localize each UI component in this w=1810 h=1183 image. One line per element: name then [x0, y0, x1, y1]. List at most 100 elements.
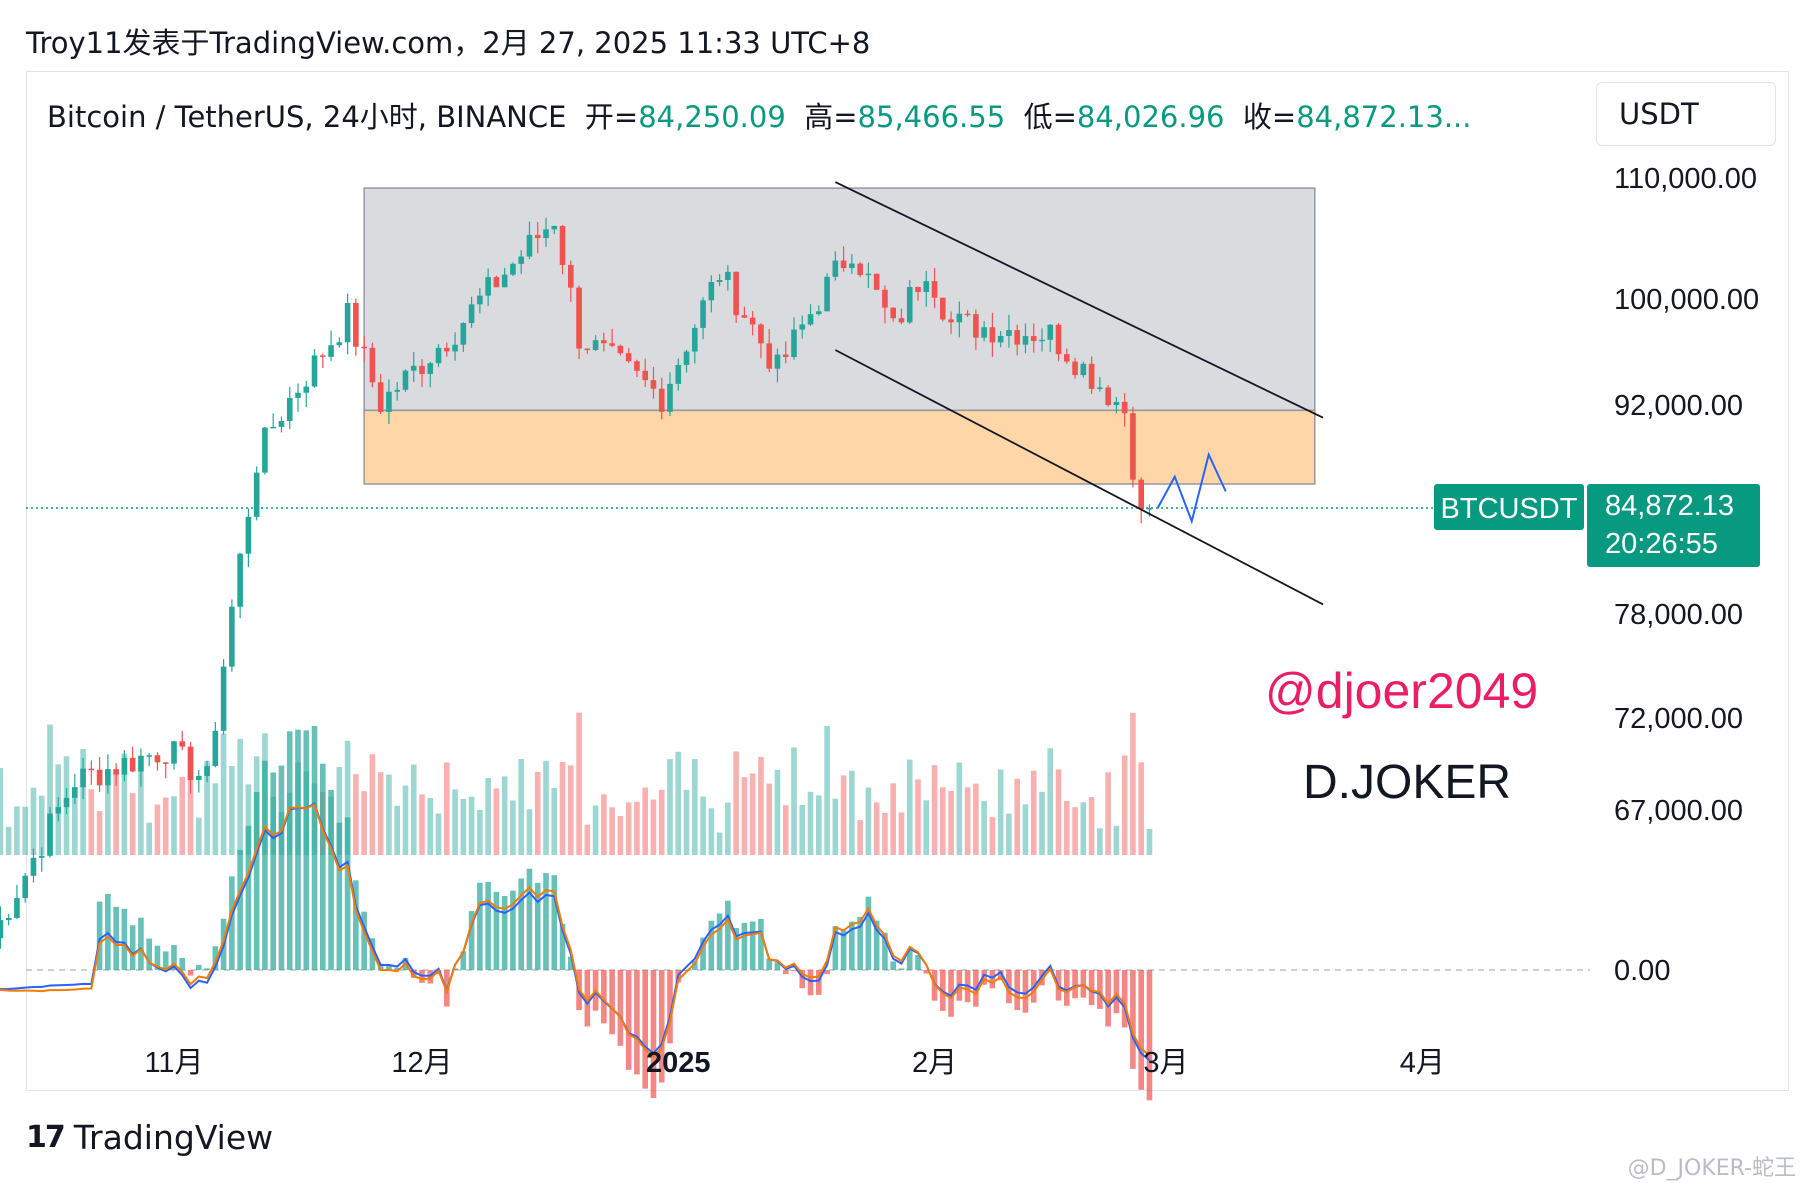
volume-bar [1080, 802, 1087, 855]
price-tag-value: 84,872.13 [1605, 490, 1734, 522]
macd-histogram-bar [807, 970, 814, 996]
volume-bar [154, 804, 161, 855]
volume-bar [129, 793, 136, 855]
low-value: 84,026.96 [1076, 100, 1225, 134]
volume-bar [865, 787, 872, 855]
candle-body [807, 314, 814, 325]
volume-bar [88, 789, 95, 855]
volume-bar [973, 783, 979, 855]
candle-body [344, 302, 351, 343]
candle-body [667, 383, 673, 412]
volume-bar [964, 787, 971, 855]
candle-body [791, 329, 797, 358]
high-label: 高= [804, 100, 858, 134]
candle-body [857, 263, 863, 276]
open-label: 开= [584, 100, 639, 134]
macd-histogram-bar [625, 970, 632, 1070]
candle-body [1055, 324, 1062, 355]
candle-body [229, 606, 235, 667]
candle-body [840, 260, 847, 269]
macd-histogram-bar [212, 946, 219, 970]
volume-bar [873, 802, 880, 855]
volume-bar [229, 766, 235, 855]
symbol-tag-label: BTCUSDT [1441, 493, 1578, 525]
volume-bar [386, 774, 392, 855]
symbol-label[interactable]: Bitcoin / TetherUS, 24小时, BINANCE [47, 100, 567, 134]
candle-body [129, 757, 136, 772]
candle-body [741, 315, 748, 318]
macd-histogram-bar [394, 967, 400, 970]
candle-body [559, 225, 566, 265]
macd-histogram-bar [262, 760, 268, 970]
macd-histogram-bar [410, 970, 417, 978]
macd-histogram-bar [187, 970, 194, 976]
volume-bar [1014, 778, 1020, 855]
volume-bar [138, 770, 144, 855]
candle-body [30, 857, 37, 876]
candle-body [410, 365, 417, 371]
macd-histogram-bar [253, 792, 260, 970]
currency-unit-button[interactable]: USDT [1596, 82, 1776, 146]
candle-body [1006, 330, 1012, 336]
tradingview-logo[interactable]: 17 TradingView [26, 1118, 273, 1157]
macd-histogram-bar [832, 926, 839, 970]
macd-histogram-bar [758, 918, 764, 970]
candle-body [716, 279, 723, 282]
candle-body [1105, 387, 1111, 406]
candle-body [592, 340, 599, 351]
macd-histogram-bar [154, 945, 161, 970]
volume-bar [824, 725, 830, 855]
macd-histogram-bar [1088, 970, 1095, 1006]
volume-bar [493, 788, 500, 855]
macd-histogram-bar [286, 731, 293, 970]
macd-histogram-bar [237, 849, 243, 970]
macd-histogram-bar [1064, 970, 1070, 1006]
macd-histogram-bar [501, 895, 508, 970]
macd-histogram-bar [543, 873, 549, 970]
candle-body [394, 389, 400, 392]
volume-bar [394, 805, 400, 855]
candle-body [427, 363, 434, 374]
channel-lower-line [834, 349, 1324, 606]
price-axis: 110,000.00 100,000.00 92,000.00 78,000.00 72… [1614, 163, 1759, 987]
candle-body [1047, 324, 1054, 340]
candle-body [873, 273, 880, 290]
macd-panel [0, 726, 1590, 1101]
candle-body [361, 346, 367, 349]
candle-body [96, 769, 103, 786]
price-tick-label: 67,000.00 [1614, 795, 1743, 827]
volume-bar [179, 777, 186, 855]
volume-bar [749, 773, 756, 855]
macd-histogram-bar [840, 930, 847, 970]
volume-bar [1047, 748, 1054, 855]
volume-bar [1072, 807, 1078, 855]
macd-histogram-bar [1097, 970, 1103, 1009]
candle-body [551, 225, 558, 230]
macd-histogram-bar [584, 970, 591, 1027]
macd-histogram-bar [1146, 970, 1153, 1101]
candle-body [460, 323, 467, 345]
candle-body [849, 263, 855, 269]
candle-body [1138, 479, 1144, 510]
candle-body [1014, 330, 1020, 345]
volume-bar [617, 816, 624, 855]
macd-histogram-bar [882, 932, 888, 970]
volume-bar [981, 801, 987, 855]
macd-histogram-bar [981, 970, 987, 985]
volume-bar [840, 775, 847, 855]
volume-bar [634, 801, 640, 855]
volume-bar [518, 758, 524, 855]
volume-bar [121, 753, 128, 855]
volume-bar [1055, 769, 1062, 855]
macd-histogram-bar [369, 938, 376, 970]
macd-histogram-bar [906, 948, 913, 970]
candle-body [435, 347, 442, 364]
candle-body [0, 920, 4, 939]
macd-histogram-bar [791, 970, 797, 972]
macd-histogram-bar [138, 917, 144, 970]
candle-body [212, 730, 219, 767]
macd-histogram-bar [1039, 970, 1045, 986]
candle-body [369, 347, 376, 383]
macd-histogram-bar [270, 772, 276, 970]
